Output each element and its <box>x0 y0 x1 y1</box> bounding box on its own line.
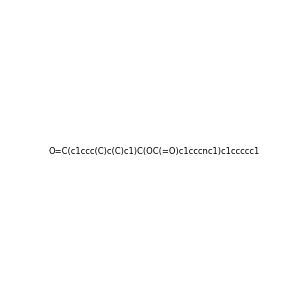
Text: O=C(c1ccc(C)c(C)c1)C(OC(=O)c1cccnc1)c1ccccc1: O=C(c1ccc(C)c(C)c1)C(OC(=O)c1cccnc1)c1cc… <box>48 147 260 156</box>
